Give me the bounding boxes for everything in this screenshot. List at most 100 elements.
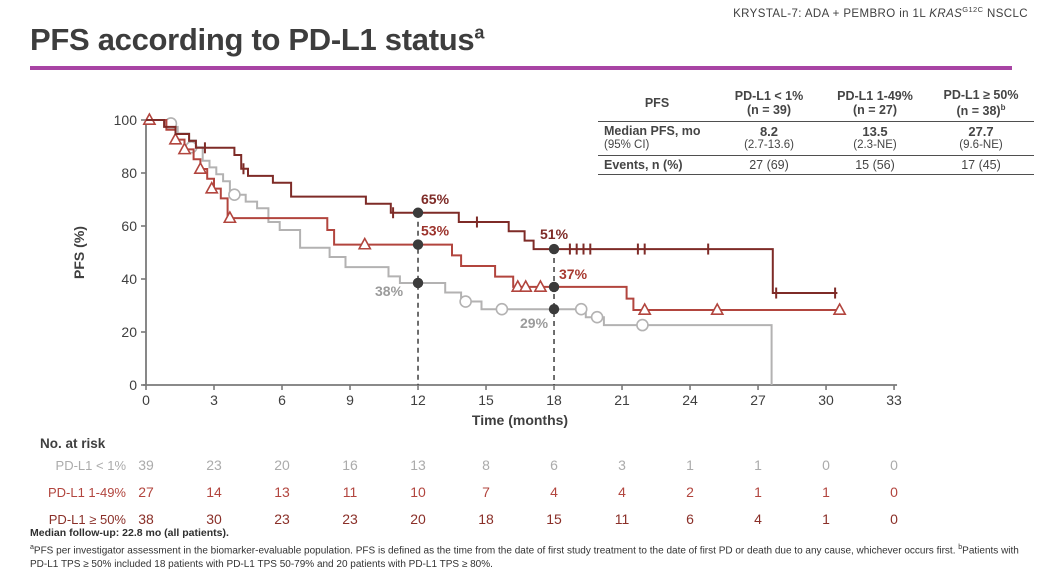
risk-number-pd-l1-1: 0 — [822, 457, 830, 473]
risk-number-pd-l1-1: 1 — [754, 457, 762, 473]
timepoint-dot — [412, 239, 424, 250]
x-tick-label: 3 — [210, 392, 218, 408]
risk-number-pd-l1-1-49: 0 — [890, 484, 898, 500]
risk-number-pd-l1-50: 15 — [546, 511, 562, 527]
km-curve-pd-l1-50 — [146, 119, 838, 294]
events-ge50: 17 (45) — [961, 157, 1001, 172]
risk-number-pd-l1-1: 3 — [618, 457, 626, 473]
triangle-marker-pd-l1-1-49 — [533, 279, 548, 292]
stats-header-col-ge50: PD-L1 ≥ 50% (n = 38)b — [943, 88, 1019, 118]
pfs-stats-table: PFS PD-L1 < 1% (n = 39) PD-L1 1-49% (n = 2… — [598, 86, 1034, 175]
stats-header-col-1-49: PD-L1 1-49% (n = 27) — [837, 88, 913, 118]
median-pfs-label: Median PFS, mo (95% CI) — [604, 123, 701, 151]
circle-marker-pd-l1-1 — [636, 318, 649, 332]
x-tick-label: 27 — [750, 392, 766, 408]
events-lt1: 27 (69) — [749, 157, 789, 172]
events-1-49: 15 (56) — [855, 157, 895, 172]
triangle-marker-pd-l1-1-49 — [832, 302, 847, 316]
title-underline — [30, 66, 1012, 70]
y-tick-label: 20 — [121, 324, 137, 340]
risk-number-pd-l1-50: 0 — [890, 511, 898, 527]
circle-marker-pd-l1-1 — [590, 310, 604, 324]
footnotes: Median follow-up: 22.8 mo (all patients)… — [30, 527, 1030, 571]
slide-header: KRYSTAL-7: ADA + PEMBRO in 1L KRASG12C N… — [733, 5, 1028, 20]
risk-number-pd-l1-1-49: 13 — [274, 484, 290, 500]
y-tick-label: 40 — [121, 271, 137, 287]
footnote-b-marker: b — [1000, 102, 1006, 112]
triangle-marker-pd-l1-1-49 — [518, 279, 533, 292]
timepoint-dot — [548, 243, 560, 255]
page-title: PFS according to PD-L1 statusa — [30, 22, 484, 58]
x-tick-label: 9 — [346, 392, 354, 408]
x-tick-label: 33 — [886, 392, 902, 408]
risk-number-pd-l1-1-49: 2 — [686, 484, 694, 500]
x-tick-label: 24 — [682, 392, 698, 408]
y-tick-label: 100 — [114, 112, 138, 128]
timepoint-dot — [412, 207, 424, 218]
triangle-marker-pd-l1-1-49 — [193, 161, 208, 175]
risk-number-pd-l1-50: 38 — [138, 511, 154, 527]
risk-number-pd-l1-1: 39 — [138, 457, 154, 473]
timepoint-dot — [548, 304, 560, 315]
stats-header-row: PFS PD-L1 < 1% (n = 39) PD-L1 1-49% (n = 2… — [598, 86, 1034, 122]
median-pfs-lt1: 8.2 (2.7-13.6) — [744, 123, 794, 151]
risk-number-pd-l1-1: 8 — [482, 457, 490, 473]
risk-number-pd-l1-1: 23 — [206, 457, 222, 473]
risk-row-label-pd-l1-50: PD-L1 ≥ 50% — [49, 512, 127, 527]
risk-number-pd-l1-1-49: 7 — [482, 484, 490, 500]
stats-header-col-lt1: PD-L1 < 1% (n = 39) — [734, 88, 804, 118]
triangle-marker-pd-l1-1-49 — [204, 180, 219, 194]
risk-number-pd-l1-50: 1 — [822, 511, 830, 527]
x-tick-label: 30 — [818, 392, 834, 408]
risk-number-pd-l1-1-49: 14 — [206, 484, 222, 500]
triangle-marker-pd-l1-1-49 — [510, 279, 525, 292]
triangle-marker-pd-l1-1-49 — [222, 210, 237, 224]
x-tick-label: 0 — [142, 392, 150, 408]
timepoint-label: 53% — [421, 223, 450, 239]
y-axis-title: PFS (%) — [71, 226, 87, 279]
median-pfs-1-49: 13.5 (2.3-NE) — [853, 123, 897, 151]
timepoint-label: 37% — [559, 266, 588, 282]
page-title-superscript: a — [474, 22, 485, 43]
triangle-marker-pd-l1-1-49 — [168, 131, 183, 145]
events-row: Events, n (%) 27 (69) 15 (56) 17 (45) — [598, 155, 1034, 175]
triangle-marker-pd-l1-1-49 — [637, 302, 652, 316]
median-pfs-row: Median PFS, mo (95% CI) 8.2 (2.7-13.6) 13.… — [598, 121, 1034, 156]
risk-number-pd-l1-1: 13 — [410, 457, 426, 473]
risk-number-pd-l1-1-49: 11 — [343, 484, 358, 500]
risk-number-pd-l1-50: 30 — [206, 511, 222, 527]
y-tick-label: 80 — [121, 165, 137, 181]
risk-number-pd-l1-1: 0 — [890, 457, 898, 473]
risk-row-label-pd-l1-1-49: PD-L1 1-49% — [48, 485, 126, 500]
x-tick-label: 21 — [614, 392, 630, 408]
risk-number-pd-l1-1-49: 4 — [550, 484, 558, 500]
risk-number-pd-l1-1-49: 1 — [754, 484, 762, 500]
stats-header-pfs: PFS — [644, 95, 670, 110]
risk-number-pd-l1-50: 18 — [478, 511, 494, 527]
risk-number-pd-l1-1-49: 4 — [618, 484, 626, 500]
trial-suffix: NSCLC — [983, 7, 1028, 20]
trial-name: KRYSTAL-7: ADA + PEMBRO in 1L — [733, 7, 930, 20]
circle-marker-pd-l1-1 — [574, 302, 588, 316]
gene-mutation-sup: G12C — [962, 5, 984, 14]
x-axis-title: Time (months) — [472, 412, 568, 428]
x-tick-label: 12 — [410, 392, 426, 408]
risk-number-pd-l1-50: 23 — [342, 511, 358, 527]
gene-name: KRAS — [929, 7, 963, 20]
triangle-marker-pd-l1-1-49 — [710, 302, 725, 316]
risk-number-pd-l1-50: 6 — [686, 511, 694, 527]
risk-number-pd-l1-50: 20 — [410, 511, 426, 527]
risk-number-pd-l1-50: 4 — [754, 511, 762, 527]
risk-number-pd-l1-1-49: 10 — [410, 484, 426, 500]
timepoint-label: 29% — [520, 315, 549, 331]
y-tick-label: 60 — [121, 218, 137, 234]
timepoint-dot — [548, 281, 560, 293]
risk-number-pd-l1-1: 6 — [550, 457, 558, 473]
risk-number-pd-l1-50: 23 — [274, 511, 290, 527]
circle-marker-pd-l1-1 — [459, 295, 472, 308]
median-followup-note: Median follow-up: 22.8 mo (all patients)… — [30, 527, 229, 539]
risk-table-title: No. at risk — [40, 436, 106, 451]
risk-number-pd-l1-1-49: 1 — [822, 484, 830, 500]
